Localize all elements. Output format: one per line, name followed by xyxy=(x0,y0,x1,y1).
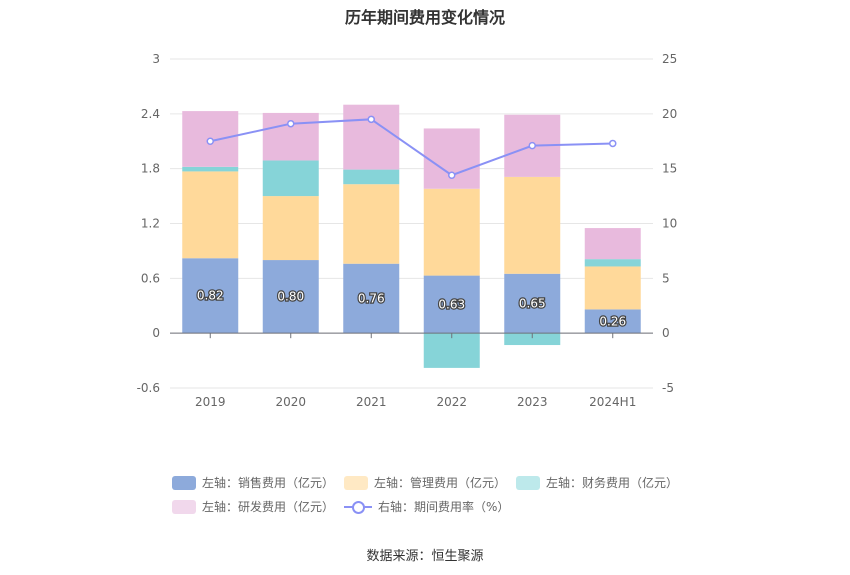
bar-data-label: 0.80 xyxy=(277,290,304,304)
bar-data-label: 0.82 xyxy=(197,289,224,303)
bar-segment xyxy=(262,160,319,197)
legend-label: 右轴：期间费用率（%） xyxy=(378,500,510,514)
rate-point xyxy=(287,119,295,128)
legend-line-marker xyxy=(344,500,372,514)
rate-point xyxy=(367,115,375,124)
chart-title: 历年期间费用变化情况 xyxy=(344,8,505,27)
left-axis-tick-label: -0.6 xyxy=(137,381,160,395)
right-axis-tick-label: 10 xyxy=(662,217,677,231)
legend-swatch xyxy=(344,475,368,490)
bar-segment xyxy=(584,259,641,267)
x-axis-tick-label: 2021 xyxy=(356,395,387,409)
right-axis-tick-label: 25 xyxy=(662,52,677,66)
bar-segment xyxy=(423,275,480,334)
legend-swatch xyxy=(172,499,196,514)
bar-segment xyxy=(423,188,480,276)
bar-segment xyxy=(343,169,400,185)
bar-segment xyxy=(343,104,400,170)
bar-segment xyxy=(584,309,641,334)
legend-label: 左轴：销售费用（亿元） xyxy=(202,476,335,490)
rate-point xyxy=(609,139,617,148)
bar-data-label: 0.26 xyxy=(599,314,626,328)
legend-label: 左轴：财务费用（亿元） xyxy=(546,476,679,490)
bar-segment xyxy=(423,333,480,368)
plot-area: -0.6 0 0.6 1.2 1.8 2.4 3 -5 0 5 10 15 20 25 2019 2020 20… xyxy=(137,52,678,409)
x-axis-tick-label: 2022 xyxy=(436,395,467,409)
rate-point xyxy=(528,141,536,150)
bar-segment xyxy=(262,196,319,261)
legend-swatch xyxy=(516,475,540,490)
rate-line xyxy=(210,118,613,177)
legend-swatch xyxy=(172,475,196,490)
left-axis-tick-label: 1.8 xyxy=(141,162,160,176)
bar-segment xyxy=(343,184,400,264)
bar-segment xyxy=(423,128,480,189)
bar-segment xyxy=(584,228,641,260)
bar-segment xyxy=(504,273,561,334)
x-axis-tick-label: 2023 xyxy=(517,395,548,409)
legend-label: 左轴：管理费用（亿元） xyxy=(374,476,507,490)
left-axis-tick-label: 0.6 xyxy=(141,271,160,285)
bar-segment xyxy=(504,176,561,274)
bar-segment xyxy=(343,263,400,334)
bar-data-label: 0.65 xyxy=(519,296,546,310)
x-axis-tick-label: 2024H1 xyxy=(589,395,636,409)
x-axis-tick-label: 2019 xyxy=(195,395,226,409)
legend-item[interactable]: 右轴：期间费用率（%） xyxy=(344,498,509,515)
x-axis-tick-label: 2020 xyxy=(275,395,306,409)
bar-segment xyxy=(262,260,319,334)
source-note: 数据来源：恒生聚源 xyxy=(366,549,484,564)
left-axis-tick-label: 1.2 xyxy=(141,217,160,231)
right-axis-tick-label: -5 xyxy=(662,381,674,395)
bar-data-label: 0.63 xyxy=(438,297,465,311)
legend-item[interactable]: 左轴：管理费用（亿元） xyxy=(344,474,506,491)
legend-label: 左轴：研发费用（亿元） xyxy=(202,500,335,514)
bar-segment xyxy=(182,166,239,172)
bar-segment xyxy=(182,258,239,334)
left-axis-tick-label: 0 xyxy=(152,326,160,340)
legend-item[interactable]: 左轴：财务费用（亿元） xyxy=(516,474,678,491)
right-axis-tick-label: 0 xyxy=(662,326,670,340)
right-axis-tick-label: 5 xyxy=(662,271,670,285)
bar-data-label: 0.76 xyxy=(358,291,385,305)
bar-segment xyxy=(584,266,641,310)
left-axis-tick-label: 2.4 xyxy=(141,107,160,121)
rate-point xyxy=(448,171,456,179)
right-axis-tick-label: 20 xyxy=(662,107,677,121)
legend-item[interactable]: 左轴：销售费用（亿元） xyxy=(172,474,334,491)
left-axis-tick-label: 3 xyxy=(152,52,160,66)
legend-item[interactable]: 左轴：研发费用（亿元） xyxy=(172,498,334,515)
bar-segment xyxy=(504,333,561,346)
right-axis-tick-label: 15 xyxy=(662,162,677,176)
rate-point xyxy=(206,137,214,145)
bar-segment xyxy=(182,171,239,259)
